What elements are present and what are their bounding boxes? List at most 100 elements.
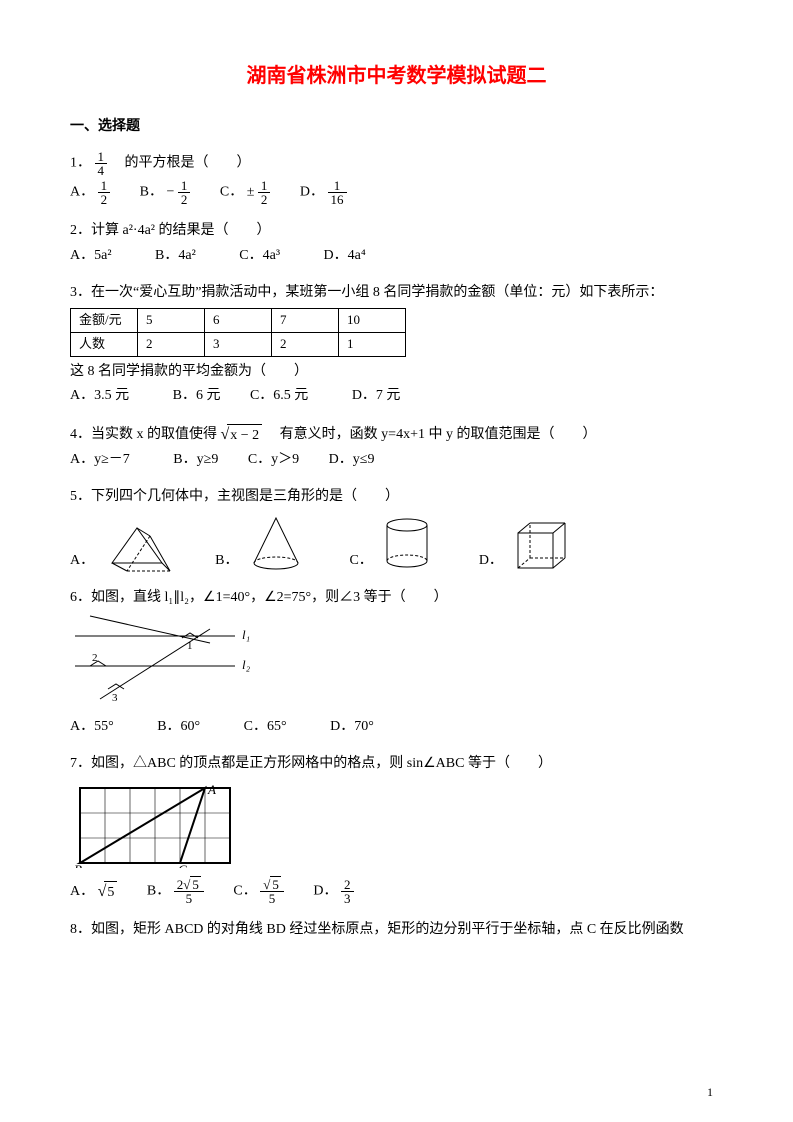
sqrt: √5 bbox=[98, 879, 118, 905]
q1-stem: 1． 1 4 的平方根是（ ） bbox=[70, 150, 723, 177]
q1-opt-c: C． ± 12 bbox=[220, 179, 271, 206]
frac: 2√5 5 bbox=[174, 878, 204, 905]
table-cell: 6 bbox=[205, 308, 272, 332]
frac-den: 4 bbox=[95, 164, 108, 177]
opt-label: D． bbox=[300, 185, 324, 200]
q6-options: A．55° B．60° C．65° D．70° bbox=[70, 716, 723, 739]
frac: √5 5 bbox=[260, 878, 284, 905]
q6-opt-a: A．55° bbox=[70, 716, 128, 738]
table-cell: 1 bbox=[339, 332, 406, 356]
frac-num: 1 bbox=[95, 150, 108, 164]
page-title: 湖南省株洲市中考数学模拟试题二 bbox=[70, 60, 723, 92]
table-cell: 2 bbox=[272, 332, 339, 356]
opt-label: B． bbox=[147, 884, 170, 899]
q4-text-post: 有意义时，函数 y=4x+1 中 y 的取值范围是（ ） bbox=[266, 427, 597, 442]
q3-stem: 3．在一次“爱心互助”捐款活动中，某班第一小组 8 名同学捐款的金额（单位：元）… bbox=[70, 282, 723, 304]
q7-opt-a: A． √5 bbox=[70, 879, 117, 905]
table-row: 人数 2 3 2 1 bbox=[71, 332, 406, 356]
q6-figure: l₁ l₂ 1 2 3 bbox=[70, 611, 723, 714]
q6-stem: 6．如图，直线 l₁∥l₂，∠1=40°，∠2=75°，则∠3 等于（ ） bbox=[70, 587, 723, 609]
frac-num: 1 bbox=[328, 179, 347, 193]
frac-den: 2 bbox=[98, 193, 111, 206]
radicand: 5 bbox=[190, 876, 201, 892]
q4-opt-b: B．y≥9 bbox=[173, 449, 218, 471]
q2-options: A．5a² B．4a² C．4a³ D．4a⁴ bbox=[70, 245, 723, 268]
q1-options: A． 12 B． − 12 C． ± 12 D． 116 bbox=[70, 179, 723, 206]
q3-table: 金额/元 5 6 7 10 人数 2 3 2 1 bbox=[70, 308, 406, 357]
table-row: 金额/元 5 6 7 10 bbox=[71, 308, 406, 332]
opt-label: C． bbox=[220, 185, 243, 200]
q1-opt-a: A． 12 bbox=[70, 179, 110, 206]
opt-label: C． bbox=[233, 884, 256, 899]
q2-opt-d: D．4a⁴ bbox=[324, 245, 366, 267]
opt-label: A． bbox=[70, 550, 94, 572]
parallel-lines-diagram: l₁ l₂ 1 2 3 bbox=[70, 611, 270, 706]
q4-opt-c: C．y＞9 bbox=[248, 449, 299, 471]
table-cell: 7 bbox=[272, 308, 339, 332]
l2-label: l₂ bbox=[242, 657, 251, 672]
cone-icon bbox=[246, 513, 306, 573]
frac: 12 bbox=[178, 179, 191, 206]
opt-label: D． bbox=[479, 550, 503, 572]
q2-opt-c: C．4a³ bbox=[239, 245, 294, 267]
q7-opt-b: B． 2√5 5 bbox=[147, 878, 204, 905]
q2-opt-b: B．4a² bbox=[155, 245, 210, 267]
q2-opt-a: A．5a² bbox=[70, 245, 126, 267]
radicand: 5 bbox=[270, 876, 281, 892]
vertex-a: A bbox=[207, 782, 216, 797]
q3-post: 这 8 名同学捐款的平均金额为（ ） bbox=[70, 361, 723, 383]
grid-triangle-diagram: A B C bbox=[70, 778, 240, 868]
pm-sign: ± bbox=[247, 185, 255, 200]
frac-den: 5 bbox=[260, 892, 284, 905]
cylinder-icon bbox=[380, 513, 435, 573]
frac-den: 3 bbox=[341, 892, 354, 905]
vertex-c: C bbox=[178, 862, 187, 868]
vertex-b: B bbox=[74, 862, 82, 868]
q8-stem: 8．如图，矩形 ABCD 的对角线 BD 经过坐标原点，矩形的边分别平行于坐标轴… bbox=[70, 919, 723, 941]
q7-figure: A B C bbox=[70, 778, 723, 876]
q6-opt-d: D．70° bbox=[330, 716, 374, 738]
table-cell: 10 bbox=[339, 308, 406, 332]
frac-num: 2√5 bbox=[174, 878, 204, 892]
q3-opt-d: D．7 元 bbox=[352, 385, 401, 407]
q4-options: A．y≥－7 B．y≥9 C．y＞9 D．y≤9 bbox=[70, 449, 723, 472]
q5-stem: 5．下列四个几何体中，主视图是三角形的是（ ） bbox=[70, 486, 723, 508]
opt-label: B． bbox=[215, 550, 238, 572]
q2-stem: 2．计算 a²·4a² 的结果是（ ） bbox=[70, 220, 723, 242]
table-cell: 5 bbox=[138, 308, 205, 332]
frac-num: √5 bbox=[260, 878, 284, 892]
opt-label: A． bbox=[70, 185, 94, 200]
q1-num: 1． bbox=[70, 156, 91, 171]
q4-text-pre: 4．当实数 x 的取值使得 bbox=[70, 427, 217, 442]
q1-fraction: 1 4 bbox=[95, 150, 108, 177]
triangular-prism-icon bbox=[102, 518, 172, 573]
q4-stem: 4．当实数 x 的取值使得 √x − 2 有意义时，函数 y=4x+1 中 y … bbox=[70, 422, 723, 448]
frac-den: 16 bbox=[328, 193, 347, 206]
table-cell: 人数 bbox=[71, 332, 138, 356]
neg-sign: − bbox=[166, 185, 174, 200]
frac-num: 1 bbox=[98, 179, 111, 193]
radicand: x − 2 bbox=[227, 424, 262, 447]
q1-text: 的平方根是（ ） bbox=[111, 156, 251, 171]
q3-opt-a: A．3.5 元 bbox=[70, 385, 143, 407]
q5-fig-d: D． bbox=[479, 518, 576, 573]
frac-den: 2 bbox=[258, 193, 271, 206]
cube-icon bbox=[510, 518, 575, 573]
table-cell: 金额/元 bbox=[71, 308, 138, 332]
section-heading: 一、选择题 bbox=[70, 116, 723, 138]
q1-opt-d: D． 116 bbox=[300, 179, 347, 206]
frac-den: 2 bbox=[178, 193, 191, 206]
q4-opt-d: D．y≤9 bbox=[329, 449, 375, 471]
l1-label: l₁ bbox=[242, 627, 250, 642]
q7-opt-d: D． 2 3 bbox=[313, 878, 353, 905]
angle1-label: 1 bbox=[187, 640, 193, 652]
angle3-label: 3 bbox=[112, 692, 118, 704]
q3-opt-c: C．6.5 元 bbox=[250, 385, 322, 407]
q5-fig-c: C． bbox=[349, 513, 435, 573]
frac: 2 3 bbox=[341, 878, 354, 905]
frac-num: 1 bbox=[258, 179, 271, 193]
sqrt-expr: √x − 2 bbox=[221, 422, 263, 448]
q3-opt-b: B．6 元 bbox=[173, 385, 221, 407]
q3-options: A．3.5 元 B．6 元 C．6.5 元 D．7 元 bbox=[70, 385, 723, 408]
q7-options: A． √5 B． 2√5 5 C． √5 5 D． 2 3 bbox=[70, 878, 723, 905]
